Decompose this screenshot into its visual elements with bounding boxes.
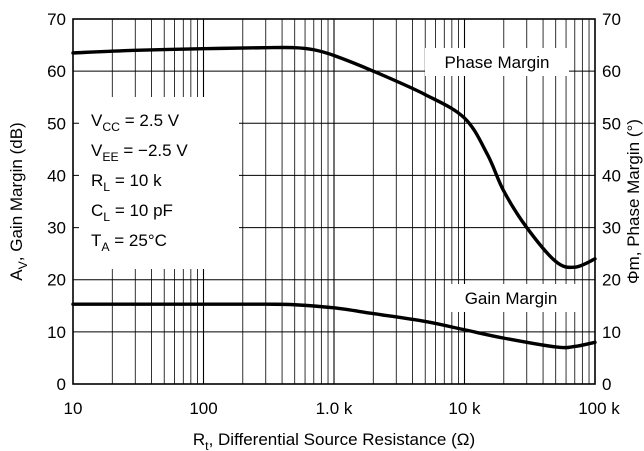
axis-ticks: 0 0 10 10 20 20 30 30 40 40 50 50 60 60 70 70 10 100 1.0 k…: [47, 10, 621, 418]
y-tick-label-left: 10: [47, 323, 66, 342]
x-axis-label: Rt, Differential Source Resistance (Ω): [193, 430, 475, 451]
y-tick-label-right: 30: [602, 219, 621, 238]
x-tick-label: 10 k: [448, 399, 481, 418]
condition-line: VEE = −2.5 V: [91, 141, 188, 164]
condition-line: VCC = 2.5 V: [91, 111, 180, 134]
y-tick-label-left: 70: [47, 10, 66, 29]
series-layer: Phase Margin Gain Margin: [71, 45, 597, 350]
x-tick-label: 100: [189, 399, 217, 418]
series-line-phase-margin: [71, 45, 597, 270]
y-axis-label-left: AV, Gain Margin (dB): [7, 122, 30, 280]
y-tick-label-left: 20: [47, 271, 66, 290]
series-line-gain-margin: [71, 302, 597, 350]
y-tick-label-right: 70: [602, 10, 621, 29]
series-label-background: [425, 48, 569, 76]
y-tick-label-right: 50: [602, 114, 621, 133]
plot-frame: [72, 18, 596, 385]
y-tick-label-left: 40: [47, 166, 66, 185]
conditions-background: [79, 97, 239, 269]
series-label-phase-margin: Phase Margin: [445, 53, 550, 72]
x-tick-label: 10: [64, 399, 83, 418]
y-tick-label-left: 60: [47, 62, 66, 81]
y-tick-label-left: 30: [47, 219, 66, 238]
conditions-box: VCC = 2.5 V VEE = −2.5 V RL = 10 k CL = 10 …: [79, 97, 239, 269]
condition-line: RL = 10 k: [91, 171, 162, 194]
y-tick-label-right: 20: [602, 271, 621, 290]
series-label-gain-margin: Gain Margin: [465, 289, 558, 308]
x-tick-label: 1.0 k: [316, 399, 353, 418]
y-tick-label-left: 0: [57, 375, 66, 394]
y-tick-label-right: 60: [602, 62, 621, 81]
axis-labels: Rt, Differential Source Resistance (Ω) AV…: [7, 119, 643, 451]
y-tick-label-right: 40: [602, 166, 621, 185]
y-tick-label-left: 50: [47, 114, 66, 133]
condition-line: TA = 25°C: [91, 231, 167, 254]
series-label-background: [446, 284, 576, 312]
x-tick-label: 100 k: [578, 399, 620, 418]
y-axis-label-right: Φm, Phase Margin (°): [624, 119, 643, 284]
y-tick-label-right: 10: [602, 323, 621, 342]
y-tick-label-right: 0: [602, 375, 611, 394]
condition-line: CL = 10 pF: [91, 201, 173, 224]
